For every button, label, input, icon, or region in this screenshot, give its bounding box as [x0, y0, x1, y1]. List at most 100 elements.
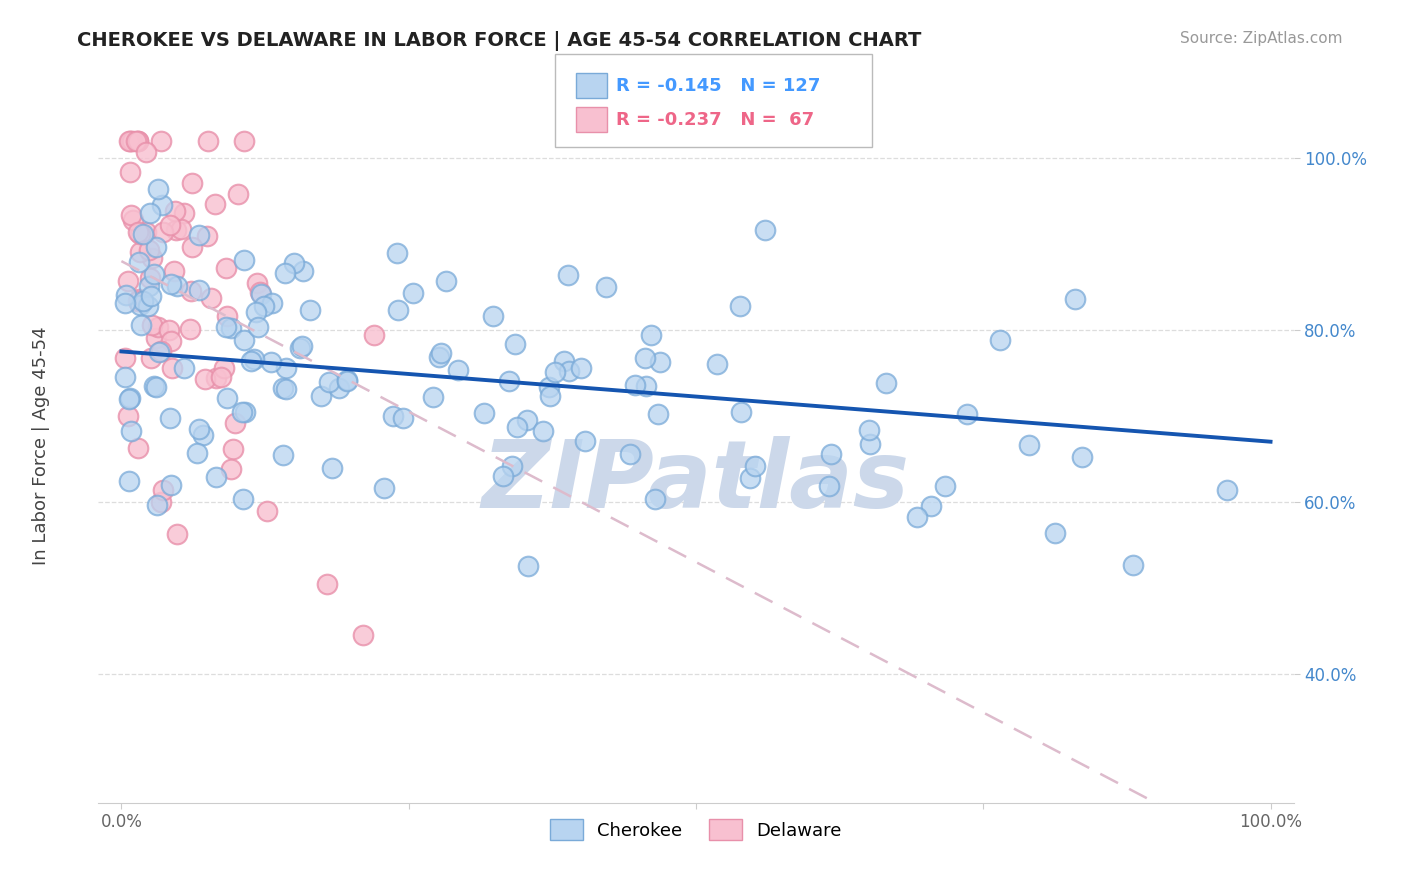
- Delaware: [181, 240, 204, 254]
- Cherokee: [574, 434, 596, 449]
- Cherokee: [990, 333, 1012, 347]
- Delaware: [141, 318, 163, 332]
- Cherokee: [501, 458, 523, 473]
- Cherokee: [754, 223, 776, 237]
- Cherokee: [245, 305, 267, 319]
- Cherokee: [538, 389, 561, 403]
- Cherokee: [859, 437, 882, 451]
- Delaware: [120, 208, 142, 222]
- Cherokee: [262, 296, 284, 310]
- Cherokee: [247, 320, 270, 334]
- Delaware: [149, 134, 172, 148]
- Cherokee: [328, 381, 350, 395]
- Cherokee: [191, 427, 214, 442]
- Delaware: [197, 134, 219, 148]
- Cherokee: [139, 289, 162, 303]
- Cherokee: [242, 352, 264, 367]
- Cherokee: [875, 376, 897, 391]
- Text: R = -0.237   N =  67: R = -0.237 N = 67: [616, 111, 814, 128]
- Delaware: [128, 244, 150, 259]
- Cherokee: [430, 346, 453, 360]
- Cherokee: [624, 377, 647, 392]
- Cherokee: [544, 365, 567, 379]
- Delaware: [214, 260, 236, 275]
- Delaware: [160, 334, 183, 348]
- Cherokee: [472, 406, 495, 420]
- Cherokee: [114, 295, 136, 310]
- Delaware: [152, 483, 174, 497]
- Delaware: [149, 495, 172, 509]
- Delaware: [233, 134, 256, 148]
- Delaware: [128, 227, 150, 241]
- Cherokee: [920, 499, 942, 513]
- Cherokee: [166, 278, 188, 293]
- Delaware: [180, 284, 202, 298]
- Delaware: [135, 225, 157, 239]
- Cherokee: [291, 264, 314, 278]
- Cherokee: [114, 370, 136, 384]
- Delaware: [221, 461, 243, 475]
- Cherokee: [290, 341, 312, 355]
- Cherokee: [1018, 438, 1040, 452]
- Cherokee: [387, 245, 409, 260]
- Delaware: [166, 527, 188, 541]
- Delaware: [209, 370, 232, 384]
- Cherokee: [321, 460, 343, 475]
- Cherokee: [145, 379, 167, 393]
- Cherokee: [706, 358, 728, 372]
- Cherokee: [648, 355, 671, 369]
- Cherokee: [114, 288, 136, 302]
- Delaware: [124, 134, 146, 148]
- Delaware: [135, 145, 157, 160]
- Delaware: [173, 206, 195, 220]
- Cherokee: [619, 447, 641, 461]
- Cherokee: [128, 255, 150, 269]
- Cherokee: [231, 405, 253, 419]
- Cherokee: [159, 277, 181, 292]
- Delaware: [215, 309, 238, 323]
- Text: R = -0.145   N = 127: R = -0.145 N = 127: [616, 77, 820, 95]
- Delaware: [162, 361, 184, 376]
- Delaware: [139, 351, 162, 366]
- Cherokee: [744, 459, 766, 474]
- Cherokee: [738, 470, 761, 484]
- Cherokee: [138, 279, 160, 293]
- Cherokee: [516, 413, 538, 427]
- Cherokee: [215, 392, 238, 406]
- Cherokee: [644, 491, 666, 506]
- Cherokee: [143, 379, 166, 393]
- Cherokee: [187, 283, 209, 297]
- Delaware: [315, 577, 337, 591]
- Cherokee: [1216, 483, 1239, 497]
- Delaware: [127, 134, 149, 148]
- Cherokee: [503, 336, 526, 351]
- Delaware: [180, 176, 202, 190]
- Cherokee: [188, 228, 211, 243]
- Cherokee: [215, 319, 238, 334]
- Cherokee: [260, 355, 283, 369]
- Cherokee: [232, 333, 254, 347]
- Cherokee: [557, 364, 579, 378]
- Cherokee: [905, 509, 928, 524]
- Cherokee: [381, 409, 404, 423]
- Cherokee: [427, 350, 450, 364]
- Cherokee: [633, 351, 655, 365]
- Text: Source: ZipAtlas.com: Source: ZipAtlas.com: [1180, 31, 1343, 46]
- Delaware: [159, 218, 181, 232]
- Cherokee: [159, 410, 181, 425]
- Cherokee: [391, 411, 413, 425]
- Cherokee: [276, 360, 298, 375]
- Cherokee: [250, 287, 273, 301]
- Cherokee: [139, 206, 162, 220]
- Cherokee: [858, 424, 880, 438]
- Cherokee: [235, 404, 257, 418]
- Cherokee: [129, 318, 152, 332]
- Cherokee: [1064, 292, 1087, 306]
- Delaware: [179, 321, 201, 335]
- Delaware: [245, 276, 267, 290]
- Text: CHEROKEE VS DELAWARE IN LABOR FORCE | AGE 45-54 CORRELATION CHART: CHEROKEE VS DELAWARE IN LABOR FORCE | AG…: [77, 31, 922, 51]
- Cherokee: [129, 298, 152, 312]
- Delaware: [138, 271, 160, 285]
- Cherokee: [204, 470, 226, 484]
- Delaware: [363, 327, 385, 342]
